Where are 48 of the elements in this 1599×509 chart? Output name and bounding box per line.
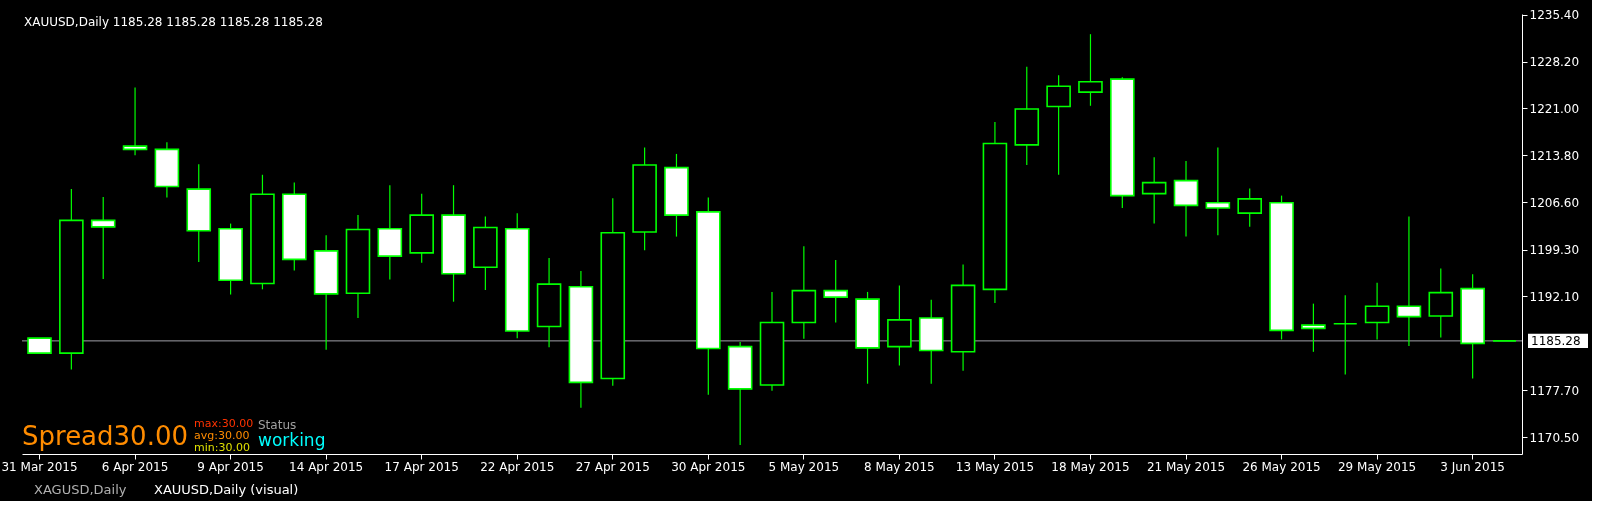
candlestick (122, 86, 148, 156)
text: XAUUSD,Daily (visual) (154, 482, 299, 497)
annotation: working (258, 430, 326, 450)
x-tick-label: 6 Apr 2015 (101, 459, 169, 474)
x-tick-label: 21 May 2015 (1146, 459, 1226, 474)
y-tick-label: 1192.10 (1529, 289, 1580, 304)
candlestick (1078, 33, 1103, 107)
x-tick-label: 3 Jun 2015 (1440, 459, 1505, 474)
y-tick-label: 1206.60 (1529, 195, 1580, 210)
candlestick (1332, 294, 1358, 376)
candlestick (1428, 267, 1454, 339)
candlestick (1046, 74, 1071, 176)
x-tick-label: 27 Apr 2015 (575, 459, 650, 474)
ref-line-label: 1185.28 (1531, 333, 1581, 348)
chart-title: XAUUSD,Daily 1185.28 1185.28 1185.28 1185.28 (24, 15, 323, 29)
x-tick-label: 13 May 2015 (955, 459, 1035, 474)
x-tick-label: 26 May 2015 (1242, 459, 1321, 474)
candlestick (1205, 146, 1231, 236)
y-tick-label: 1170.50 (1529, 430, 1580, 445)
candlestick (1396, 215, 1422, 347)
annotation: min:30.00 (194, 441, 250, 454)
annotation: max:30.00 (194, 417, 254, 430)
annotation: Spread30.00 (22, 421, 188, 451)
candlestick (1237, 187, 1263, 228)
x-tick-label: 18 May 2015 (1051, 459, 1130, 474)
x-tick-label: 29 May 2015 (1337, 459, 1417, 474)
y-tick-label: 1221.00 (1529, 101, 1580, 116)
candlestick (1141, 156, 1167, 225)
x-tick-label: 9 Apr 2015 (197, 459, 264, 474)
candlestick (90, 196, 116, 280)
y-tick-label: 1177.70 (1529, 383, 1580, 398)
y-tick-label: 1199.30 (1529, 243, 1580, 258)
y-tick-label: 1235.40 (1529, 8, 1580, 23)
candlestick (1364, 282, 1390, 341)
y-tick-label: 1213.80 (1529, 148, 1580, 163)
candlestick (823, 259, 848, 324)
x-tick-label: 8 May 2015 (864, 459, 935, 474)
x-tick-label: 22 Apr 2015 (480, 459, 555, 474)
x-tick-label: 31 Mar 2015 (1, 459, 78, 474)
candlestick (1301, 303, 1326, 353)
x-tick-label: 5 May 2015 (768, 459, 840, 474)
x-tick-label: 17 Apr 2015 (384, 459, 459, 474)
x-tick-label: 30 Apr 2015 (671, 459, 746, 474)
annotation: Status (258, 418, 297, 432)
x-tick-label: 14 Apr 2015 (289, 459, 364, 474)
text: XAGUSD,Daily (34, 482, 127, 497)
annotation: avg:30.00 (194, 429, 250, 442)
y-tick-label: 1228.20 (1529, 55, 1580, 70)
